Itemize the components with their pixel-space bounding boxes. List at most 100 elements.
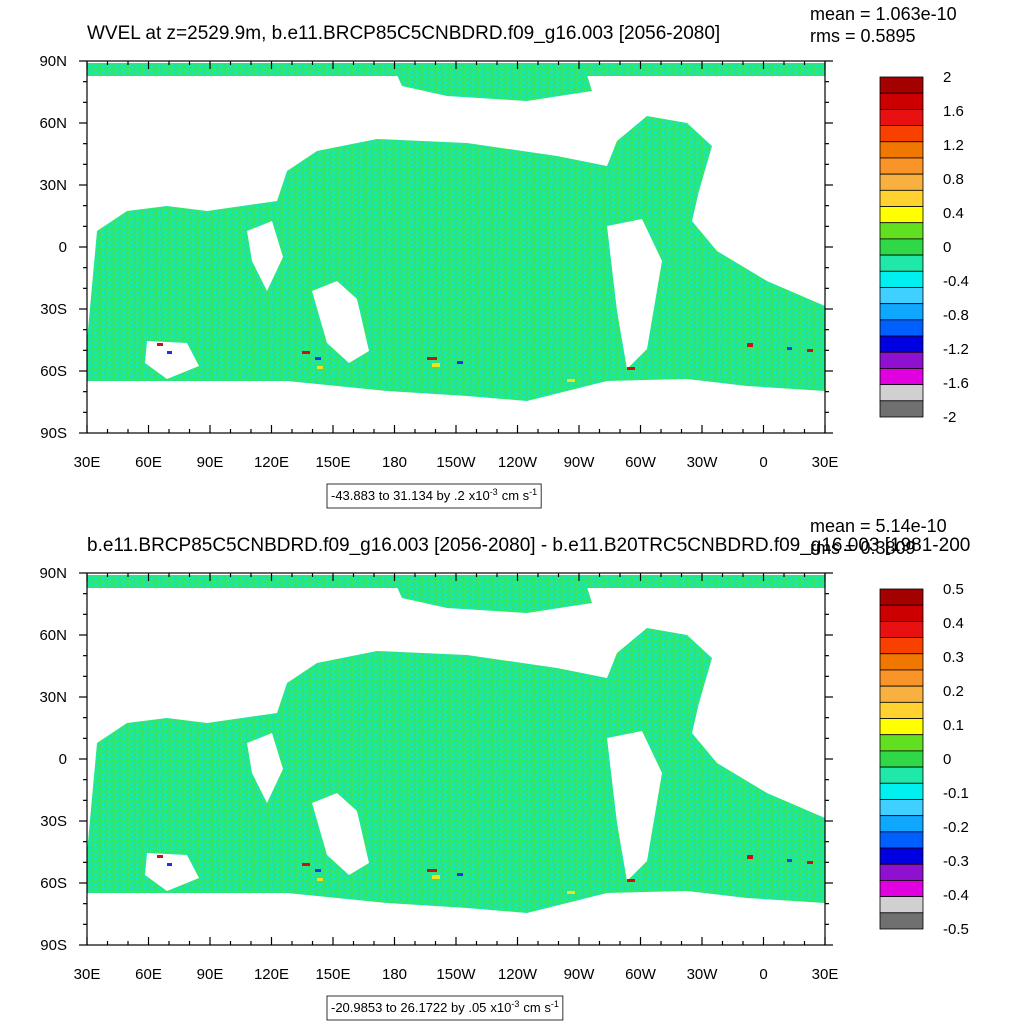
colorbar-label: 0.8 (943, 171, 964, 188)
x-tick-label: 150W (436, 966, 476, 983)
colorbar-box (879, 76, 924, 94)
colorbar-box (879, 815, 924, 833)
y-tick-label: 30S (40, 301, 67, 318)
colorbar-label: -1.2 (943, 341, 969, 358)
colorbar-box (879, 287, 924, 305)
panel-title: b.e11.BRCP85C5CNBDRD.f09_g16.003 [2056-2… (87, 535, 970, 556)
x-tick-label: 150W (436, 454, 476, 471)
x-tick-label: 60W (625, 454, 657, 471)
colorbar-box (879, 799, 924, 817)
stat-label: rms = 0.3809 (810, 538, 916, 558)
x-tick-label: 150E (315, 454, 350, 471)
y-tick-label: 60N (39, 627, 67, 644)
map-field (87, 573, 825, 945)
colorbar-label: -0.4 (943, 887, 969, 904)
stat-label: mean = 1.063e-10 (810, 4, 957, 24)
colorbar-box (879, 384, 924, 402)
colorbar-box (879, 335, 924, 353)
footer-unit: cm s (502, 488, 530, 503)
x-tick-label: 30E (812, 454, 839, 471)
x-tick-label: 120E (254, 966, 289, 983)
colorbar-box (879, 157, 924, 175)
colorbar-label: 0 (943, 751, 951, 768)
colorbar-box (879, 620, 924, 638)
x-tick-label: 0 (759, 966, 767, 983)
colorbar-box (879, 734, 924, 752)
x-tick-label: 120W (498, 966, 538, 983)
colorbar-label: -0.1 (943, 785, 969, 802)
footer-scale-exp: -3 (490, 487, 498, 497)
x-tick-label: 120E (254, 454, 289, 471)
colorbar-box (879, 669, 924, 687)
x-tick-label: 0 (759, 454, 767, 471)
colorbar-box (879, 368, 924, 386)
colorbar-box (879, 189, 924, 207)
footer-unit: cm s (523, 1000, 551, 1015)
x-tick-label: 90E (197, 966, 224, 983)
footer-range: -20.9853 to 26.1722 by .05 (331, 1000, 486, 1015)
map-field (87, 61, 825, 433)
colorbar-box (879, 108, 924, 126)
colorbar-box (879, 637, 924, 655)
colorbar-label: -0.2 (943, 819, 969, 836)
colorbar-box (879, 782, 924, 800)
colorbar-label: 0 (943, 239, 951, 256)
colorbar-label: 0.4 (943, 615, 964, 632)
colorbar-box (879, 718, 924, 736)
footer-scale-exp: -3 (511, 999, 519, 1009)
colorbar-label: 0.4 (943, 205, 964, 222)
colorbar-box (879, 766, 924, 784)
colorbar-box (879, 701, 924, 719)
footer-text: -43.883 to 31.134 by .2 x10-3 cm s-1 (331, 487, 537, 503)
y-tick-label: 90S (40, 425, 67, 442)
y-tick-label: 90N (39, 53, 67, 70)
y-tick-label: 30N (39, 689, 67, 706)
x-tick-label: 30W (687, 454, 719, 471)
colorbar-box (879, 92, 924, 110)
footer-scale: x10 (469, 488, 490, 503)
x-tick-label: 120W (498, 454, 538, 471)
footer-box (326, 995, 564, 1021)
stat-label: mean = 5.14e-10 (810, 516, 947, 536)
colorbar-label: 0.3 (943, 649, 964, 666)
colorbar-box (879, 831, 924, 849)
footer-box (326, 483, 542, 509)
x-tick-label: 30E (74, 966, 101, 983)
y-tick-label: 30S (40, 813, 67, 830)
x-tick-label: 60E (135, 966, 162, 983)
colorbar-box (879, 222, 924, 240)
colorbar-box (879, 351, 924, 369)
footer-text: -20.9853 to 26.1722 by .05 x10-3 cm s-1 (331, 999, 559, 1015)
colorbar-box (879, 896, 924, 914)
colorbar-box (879, 270, 924, 288)
footer-scale: x10 (490, 1000, 511, 1015)
colorbar-box (879, 400, 924, 418)
colorbar-box (879, 685, 924, 703)
footer-range: -43.883 to 31.134 by .2 (331, 488, 465, 503)
colorbar-box (879, 206, 924, 224)
colorbar-box (879, 863, 924, 881)
colorbar-label: 1.2 (943, 137, 964, 154)
y-tick-label: 0 (59, 751, 67, 768)
colorbar-label: -0.5 (943, 921, 969, 938)
colorbar-label: -0.4 (943, 273, 969, 290)
y-tick-label: 30N (39, 177, 67, 194)
colorbar-label: -2 (943, 409, 956, 426)
colorbar-box (879, 125, 924, 143)
colorbar-label: 0.5 (943, 581, 964, 598)
footer-unit-exp: -1 (551, 999, 559, 1009)
y-tick-label: 60S (40, 363, 67, 380)
x-tick-label: 180 (382, 966, 407, 983)
colorbar-label: 1.6 (943, 103, 964, 120)
colorbar-label: -1.6 (943, 375, 969, 392)
colorbar-box (879, 880, 924, 898)
panel: b.e11.BRCP85C5CNBDRD.f09_g16.003 [2056-2… (39, 516, 970, 1021)
x-tick-label: 60W (625, 966, 657, 983)
colorbar-box (879, 653, 924, 671)
colorbar-box (879, 238, 924, 256)
colorbar-box (879, 604, 924, 622)
x-tick-label: 180 (382, 454, 407, 471)
x-tick-label: 150E (315, 966, 350, 983)
panel: WVEL at z=2529.9m, b.e11.BRCP85C5CNBDRD.… (39, 4, 969, 509)
x-tick-label: 30E (812, 966, 839, 983)
